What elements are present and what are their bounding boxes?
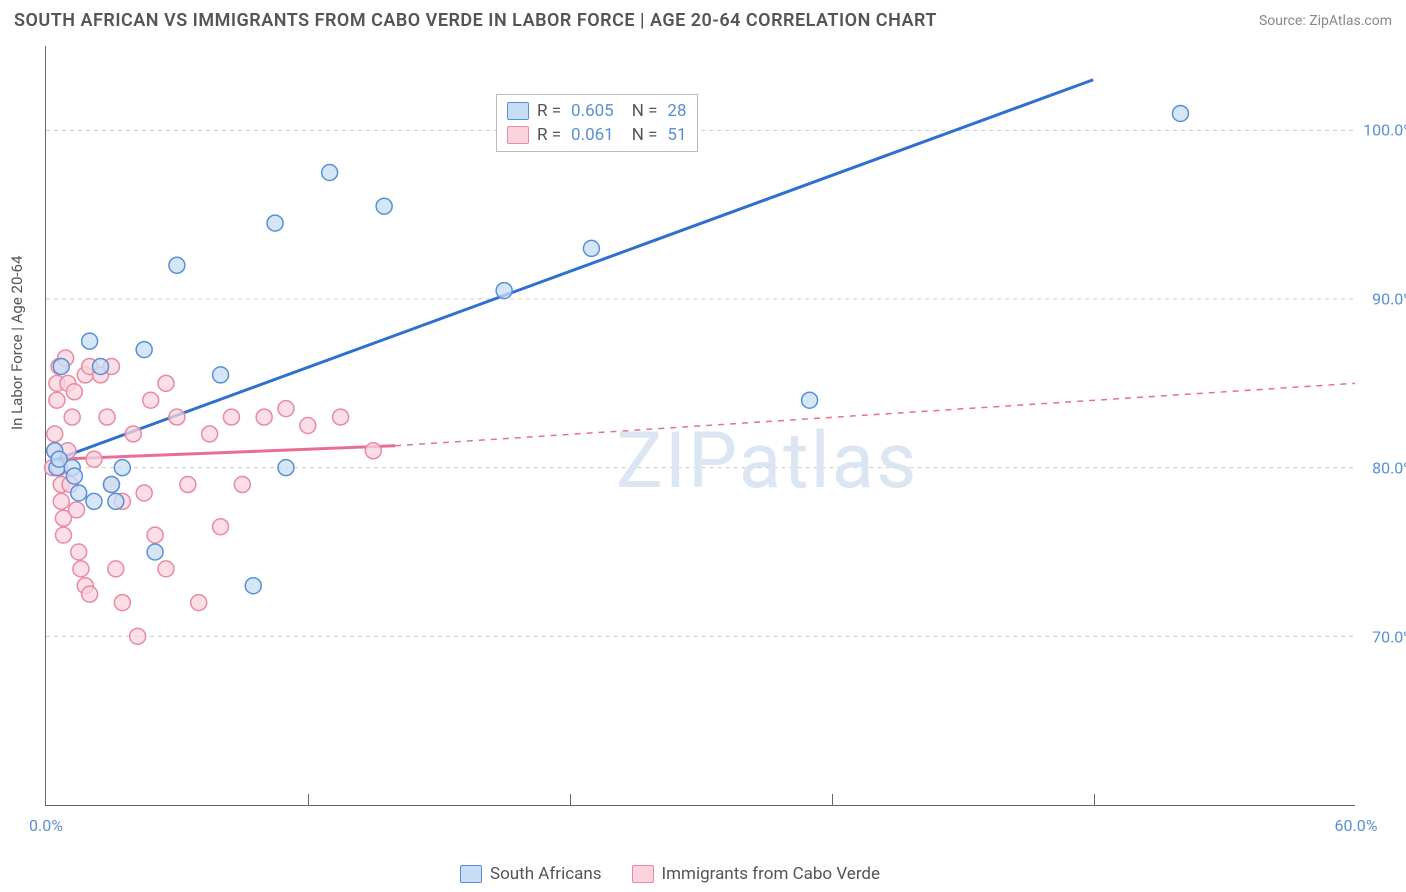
legend-item-blue: South Africans: [460, 864, 602, 884]
chart-plot-area: ZIPatlas 70.0%80.0%90.0%100.0% 0.0%60.0%…: [45, 46, 1355, 806]
x-tick-label: 60.0%: [1335, 816, 1378, 835]
swatch-blue-icon: [507, 102, 529, 120]
x-minor-tick: [832, 794, 833, 806]
legend-row-blue: R = 0.605 N = 28: [507, 99, 687, 123]
x-minor-tick: [308, 794, 309, 806]
x-tick-label: 0.0%: [29, 816, 63, 835]
legend-row-pink: R = 0.061 N = 51: [507, 123, 687, 147]
chart-title: SOUTH AFRICAN VS IMMIGRANTS FROM CABO VE…: [14, 10, 937, 31]
y-tick-label: 80.0%: [1372, 459, 1406, 478]
source-label: Source: ZipAtlas.com: [1259, 13, 1392, 29]
y-tick-label: 90.0%: [1372, 290, 1406, 309]
swatch-pink-icon: [507, 126, 529, 144]
correlation-legend: R = 0.605 N = 28 R = 0.061 N = 51: [496, 94, 698, 152]
x-minor-tick: [1094, 794, 1095, 806]
y-tick-label: 70.0%: [1372, 628, 1406, 647]
legend-item-pink: Immigrants from Cabo Verde: [632, 864, 881, 884]
swatch-pink-icon: [632, 865, 654, 883]
x-minor-tick: [570, 794, 571, 806]
series-legend: South Africans Immigrants from Cabo Verd…: [460, 864, 880, 884]
y-tick-label: 100.0%: [1363, 121, 1406, 140]
y-axis-label: In Labor Force | Age 20-64: [8, 256, 26, 430]
header: SOUTH AFRICAN VS IMMIGRANTS FROM CABO VE…: [0, 0, 1406, 39]
swatch-blue-icon: [460, 865, 482, 883]
